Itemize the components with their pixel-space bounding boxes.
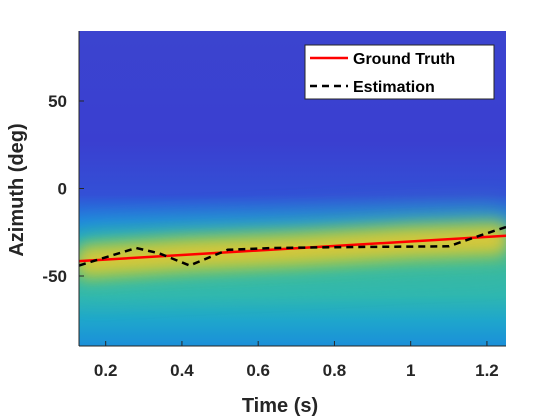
y-tick-label: 50 — [48, 92, 67, 111]
y-tick-label: 0 — [58, 180, 67, 199]
y-tick-label: -50 — [42, 267, 67, 286]
series-line-estimation — [79, 225, 506, 267]
heatmap-band-core — [79, 230, 506, 271]
x-tick-label: 0.6 — [246, 361, 270, 380]
x-tick-label: 0.4 — [170, 361, 194, 380]
axes: 0.2 0.4 0.6 0.8 1 1.2 -50 0 50 — [42, 31, 506, 380]
plot-series — [79, 225, 506, 267]
x-axis-label: Time (s) — [242, 395, 318, 417]
legend-label-estimation: Estimation — [353, 79, 435, 96]
x-tick-label: 1 — [406, 361, 415, 380]
x-tick-label: 1.2 — [475, 361, 499, 380]
legend: Ground Truth Estimation — [304, 44, 495, 100]
legend-label-ground-truth: Ground Truth — [353, 51, 455, 68]
legend-box — [304, 44, 495, 100]
x-tick-label: 0.2 — [94, 361, 118, 380]
x-tick-label: 0.8 — [323, 361, 347, 380]
y-axis-label: Azimuth (deg) — [6, 123, 28, 256]
